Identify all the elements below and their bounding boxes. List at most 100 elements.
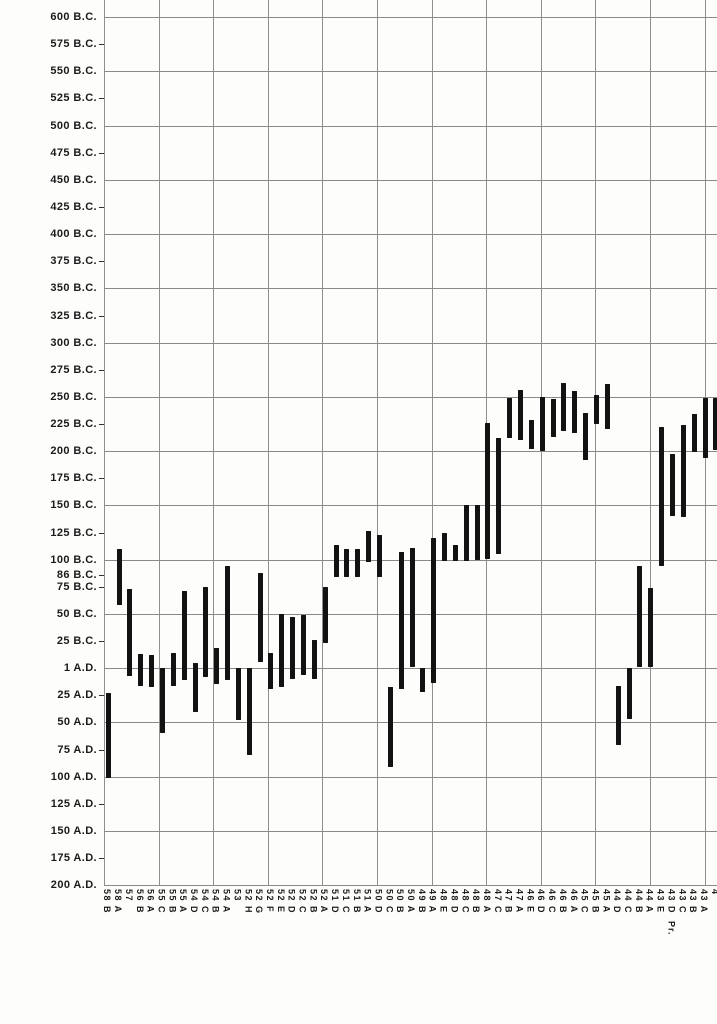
y-axis-label: 475 B.C.: [50, 146, 97, 159]
y-axis-label: 300 B.C.: [50, 336, 97, 349]
horizontal-gridline: [104, 885, 717, 887]
range-bar: [572, 391, 578, 433]
y-axis-label: 125 A.D.: [50, 797, 97, 810]
range-bar: [528, 419, 534, 449]
range-bar: [659, 427, 665, 567]
range-bar: [561, 382, 567, 432]
x-axis-label: 4: [709, 889, 717, 896]
x-axis-label: 47 B: [503, 889, 514, 915]
range-bar: [420, 668, 426, 693]
range-bar: [474, 505, 480, 560]
y-axis-tick: [99, 574, 104, 576]
range-bar: [192, 662, 198, 712]
x-axis-label: 52 C: [297, 889, 308, 915]
y-axis-label: 375 B.C.: [50, 255, 97, 268]
y-axis-tick: [99, 369, 104, 371]
y-axis-tick: [99, 586, 104, 588]
range-bar: [149, 655, 155, 687]
range-bar: [203, 586, 209, 677]
range-bar: [583, 413, 589, 460]
x-axis-label: 44 A: [644, 889, 655, 914]
x-axis-label: 51 D: [330, 889, 341, 915]
y-axis-label: 325 B.C.: [50, 309, 97, 322]
x-axis-label: 44 C: [623, 889, 633, 915]
range-bar: [116, 548, 122, 606]
x-axis-label: 44 D: [612, 889, 623, 915]
y-axis-tick: [99, 206, 104, 208]
range-bar: [648, 587, 654, 668]
y-axis-label: 175 A.D.: [50, 852, 97, 865]
x-axis-label: 50 B: [395, 889, 406, 915]
x-axis-label: 48 A: [481, 889, 492, 914]
x-axis-label: 48 B: [471, 889, 482, 915]
x-axis-label: 47 C: [492, 889, 503, 915]
x-axis-label: 43 D: [666, 889, 677, 915]
range-bar: [680, 425, 686, 518]
y-axis-tick: [99, 478, 104, 480]
range-bar: [485, 422, 491, 559]
horizontal-gridline: [104, 505, 717, 507]
range-bar: [355, 548, 361, 577]
x-axis-label: 56 A: [145, 889, 156, 914]
y-axis-label: 200 B.C.: [50, 445, 97, 458]
horizontal-gridline: [104, 668, 717, 670]
x-axis-label: 45 B: [590, 889, 601, 915]
x-axis-label: 57: [123, 889, 134, 903]
range-bar: [713, 397, 717, 450]
horizontal-gridline: [104, 451, 717, 453]
y-axis-tick: [99, 749, 104, 751]
range-bar: [496, 438, 502, 555]
x-axis-label: 52 A: [319, 889, 330, 914]
x-axis-label: 44 B: [633, 889, 644, 915]
range-bar: [376, 534, 382, 577]
vertical-gridline: [431, 0, 433, 886]
vertical-gridline: [322, 0, 324, 886]
range-bar: [550, 399, 556, 437]
range-bar: [333, 544, 339, 578]
horizontal-gridline: [104, 722, 717, 724]
range-bar: [366, 531, 372, 562]
horizontal-gridline: [104, 179, 717, 181]
range-bar: [518, 390, 523, 441]
y-axis-tick: [99, 803, 104, 805]
x-axis-label: 52 G: [254, 889, 265, 915]
range-bar: [170, 653, 176, 686]
range-bar: [463, 505, 469, 561]
x-axis-label: 52 F: [264, 889, 275, 914]
vertical-gridline: [650, 0, 651, 886]
range-bar: [181, 591, 187, 681]
x-axis-label: 55 C: [156, 889, 167, 915]
y-axis-label: 200 A.D.: [50, 879, 97, 892]
y-axis-label: 125 B.C.: [50, 526, 97, 539]
x-axis-label: 45 A: [601, 889, 612, 914]
x-axis-label: 50 A: [406, 889, 416, 914]
range-bar: [594, 394, 599, 424]
y-axis-label: 150 B.C.: [50, 499, 97, 512]
y-axis-label: 1 A.D.: [63, 662, 97, 675]
range-bar: [387, 686, 393, 767]
y-axis-tick: [99, 424, 104, 425]
vertical-gridline: [377, 0, 378, 886]
x-axis-label: 47 A: [514, 889, 525, 914]
y-axis-tick: [99, 858, 104, 860]
y-axis-label: 425 B.C.: [50, 200, 97, 213]
y-axis-label: 50 A.D.: [57, 716, 97, 729]
x-axis-label: 58 A: [113, 889, 123, 914]
x-axis-label: 43 A: [699, 889, 709, 914]
y-axis-label: 175 B.C.: [50, 472, 97, 485]
x-axis-label: 46 C: [547, 889, 557, 915]
x-axis-label: 46 B: [557, 889, 568, 915]
x-axis-label: 49 A: [427, 889, 438, 914]
x-axis-label: 54 C: [199, 889, 210, 915]
x-axis-label: 54 B: [210, 889, 221, 915]
vertical-gridline: [267, 0, 269, 886]
x-axis-label: 56 B: [134, 889, 145, 915]
x-axis-label: 53: [232, 889, 243, 903]
y-axis-tick: [99, 44, 104, 46]
range-bar: [214, 647, 220, 685]
horizontal-gridline: [104, 288, 717, 290]
range-bar: [344, 548, 350, 577]
x-axis-label: 46 A: [568, 889, 579, 914]
x-axis-label: 52 E: [275, 889, 286, 914]
x-axis-label: 51 A: [362, 889, 373, 914]
